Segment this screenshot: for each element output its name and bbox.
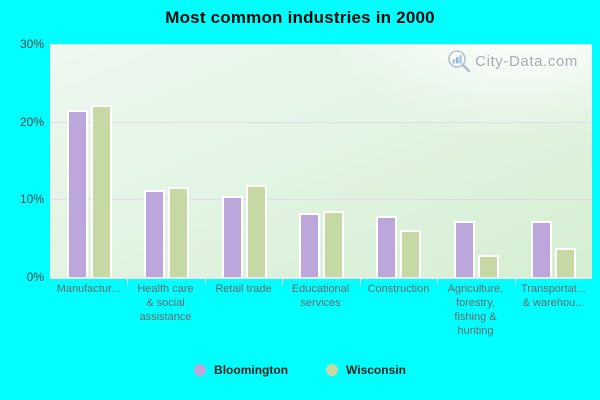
category-tick-1	[127, 277, 128, 285]
x-label-2: Health care & social assistance	[137, 283, 194, 323]
watermark-text: City-Data.com	[475, 53, 578, 70]
category-tick-5	[437, 277, 438, 285]
bar-bloomington-7	[531, 221, 552, 277]
category-tick-6	[515, 277, 516, 285]
legend: Bloomington Wisconsin	[0, 363, 600, 377]
legend-item-wisconsin: Wisconsin	[326, 363, 406, 377]
legend-label-wisconsin: Wisconsin	[346, 363, 406, 377]
y-tick-label-20: 20%	[19, 115, 44, 129]
x-label-6: Agriculture, forestry, fishing & hunting	[447, 283, 504, 337]
bar-bloomington-4	[299, 213, 320, 277]
bar-bloomington-2	[144, 190, 165, 277]
x-label-4: Educational services	[291, 283, 350, 309]
x-axis: Manufactur... Health care & social assist…	[50, 282, 592, 352]
x-label-5: Construction	[367, 283, 430, 295]
legend-dot-bloomington	[194, 364, 207, 376]
y-tick-label-10: 10%	[19, 192, 44, 206]
magnifier-chart-icon	[447, 49, 472, 74]
x-label-7: Transportat... & warehou...	[520, 283, 586, 309]
plot-area: City-Data.com	[50, 44, 592, 279]
city-data-watermark: City-Data.com	[447, 49, 578, 74]
legend-label-bloomington: Bloomington	[214, 363, 289, 377]
bar-bloomington-6	[454, 221, 475, 277]
bar-wisconsin-3	[246, 185, 267, 277]
bar-wisconsin-7	[555, 248, 576, 277]
bar-bloomington-5	[376, 216, 397, 277]
bar-wisconsin-4	[323, 211, 344, 277]
bar-wisconsin-5	[400, 230, 421, 277]
gridline-30	[50, 44, 592, 45]
chart-title: Most common industries in 2000	[165, 8, 435, 27]
bar-wisconsin-2	[168, 187, 189, 277]
bar-wisconsin-6	[478, 255, 499, 277]
bar-bloomington-1	[67, 110, 88, 277]
y-tick-label-30: 30%	[19, 37, 44, 51]
category-tick-4	[360, 277, 361, 285]
legend-item-bloomington: Bloomington	[194, 363, 288, 377]
y-tick-label-0: 0%	[26, 270, 44, 284]
category-tick-2	[205, 277, 206, 285]
legend-dot-wisconsin	[326, 364, 339, 376]
bar-bloomington-3	[222, 196, 243, 277]
bar-wisconsin-1	[91, 105, 112, 277]
x-label-3: Retail trade	[215, 283, 272, 295]
gridline-10	[50, 199, 592, 200]
x-label-1: Manufactur...	[56, 283, 121, 295]
category-tick-3	[282, 277, 283, 285]
gridline-20	[50, 122, 592, 123]
